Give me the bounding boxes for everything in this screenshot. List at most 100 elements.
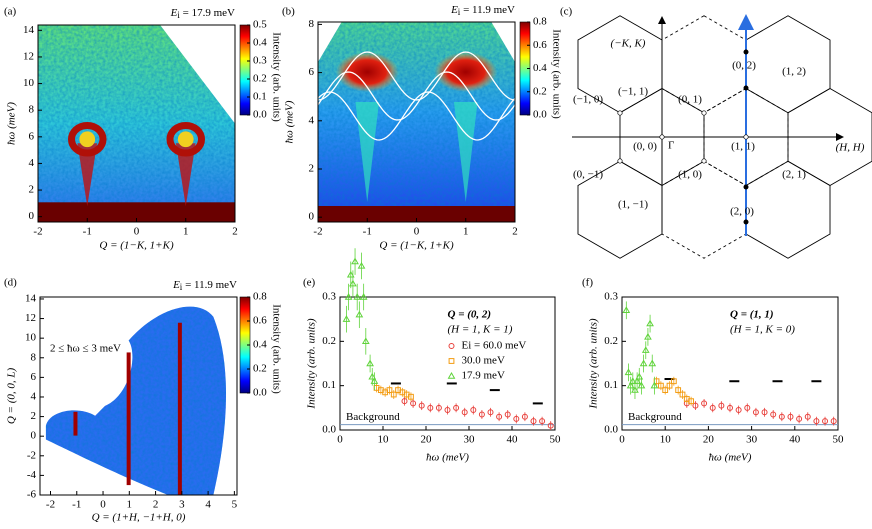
x-tick-label: -2: [313, 226, 322, 238]
lattice-point: [701, 158, 707, 164]
intensity-feature: [73, 411, 78, 436]
data-point: [796, 415, 803, 422]
x-tick-label: 20: [421, 434, 433, 446]
point-label: (1, 2): [782, 66, 806, 78]
x-axis-label: Q = (1−K, 1+K): [379, 240, 454, 252]
x-tick-label: 2: [153, 499, 159, 511]
data-point: [359, 292, 368, 300]
x-tick-label: 10: [660, 434, 672, 446]
colorbar-tick-label: 0.3: [253, 55, 267, 67]
symbol: E: [450, 4, 458, 16]
x-tick-label: 0: [414, 226, 420, 238]
x-tick-label: 30: [464, 434, 476, 446]
data-point: [401, 398, 408, 405]
data-point: [453, 404, 460, 411]
data-point: [787, 413, 794, 420]
y-tick-label: 12: [23, 50, 34, 62]
data-point: [666, 382, 673, 389]
y-tick-label: 4: [309, 114, 315, 126]
intensity-feature: [175, 143, 196, 207]
data-point: [496, 413, 503, 420]
point-label: (0, 2): [732, 60, 756, 72]
y-tick-label: -4: [27, 469, 37, 481]
data-point: [410, 400, 417, 407]
y-tick-label: 8: [31, 351, 37, 363]
origin-label: Γ: [668, 140, 674, 152]
y-tick-label: 0.2: [322, 335, 336, 347]
subscript: i: [458, 7, 461, 17]
y-axis-label: Intensity (arb. units): [306, 318, 318, 409]
axis-label: (H, H): [836, 142, 865, 154]
heatmap: [38, 25, 235, 222]
y-tick-label: 0: [29, 210, 35, 222]
intensity-feature: [77, 143, 98, 207]
data-point: [346, 270, 355, 278]
colorbar-tick-label: 0.0: [533, 109, 547, 121]
point-label: (2, 0): [730, 206, 754, 218]
data-point: [390, 391, 397, 398]
colorbar-label: Intensity (arb. units): [550, 29, 562, 119]
intensity-region: [318, 22, 515, 222]
panel-label: (c): [560, 6, 573, 18]
x-axis-label: ħω (meV): [709, 452, 752, 464]
data-point: [744, 404, 751, 411]
colorbar-label: Intensity (arb. units): [270, 32, 282, 122]
colorbar-tick-label: 0.2: [253, 363, 267, 375]
point-label: (1, 0): [678, 169, 702, 181]
lattice-point: [617, 158, 623, 164]
data-point: [448, 343, 455, 349]
y-tick-label: 8: [29, 104, 35, 116]
symbol: E: [170, 7, 178, 19]
data-point: [633, 377, 641, 384]
y-axis-label: ħω (meV): [284, 100, 296, 143]
panel-label: (f): [582, 277, 593, 289]
plot-frame: [621, 296, 839, 431]
energy-annotation: Ei = 17.9 meV: [170, 7, 235, 21]
colorbar-tick-label: 0.4: [533, 62, 547, 74]
y-axis-label: Q = (0, 0, L): [6, 368, 18, 425]
x-axis-label: ħω (meV): [426, 452, 469, 464]
value: = 17.9 meV: [180, 7, 235, 19]
data-point: [804, 413, 811, 420]
value: = 11.9 meV: [460, 4, 515, 16]
x-tick-label: -2: [46, 499, 55, 511]
data-point: [644, 332, 652, 340]
y-tick-label: 0.0: [322, 424, 336, 436]
plot-frame: [339, 296, 556, 431]
data-point: [650, 381, 659, 389]
data-point: [513, 415, 520, 422]
colorbar-tick-label: 0.1: [253, 91, 267, 103]
x-tick-label: 40: [789, 434, 801, 446]
data-point: [470, 407, 477, 414]
data-point: [752, 409, 759, 416]
point-label: (1, −1): [618, 199, 648, 211]
data-point: [679, 391, 686, 398]
x-tick-label: 2: [512, 226, 518, 238]
point-label: (2, 1): [782, 169, 806, 181]
dispersion-curve: [318, 51, 515, 101]
data-point: [448, 358, 455, 364]
legend-label: 30.0 meV: [462, 355, 505, 367]
data-point: [692, 402, 699, 409]
axis-label: (−K, K): [611, 38, 646, 50]
data-point: [830, 418, 837, 425]
data-point: [366, 359, 374, 367]
data-point: [547, 422, 554, 429]
colorbar-tick-label: 0.8: [253, 291, 267, 303]
y-tick-label: 6: [29, 130, 35, 142]
value: = 11.9 meV: [182, 279, 237, 291]
x-tick-label: 4: [205, 499, 211, 511]
x-tick-label: 5: [232, 499, 238, 511]
data-point: [626, 381, 635, 389]
data-point: [675, 387, 682, 394]
legend-label: Ei = 60.0 meV: [462, 340, 527, 352]
y-tick-label: 6: [31, 371, 37, 383]
colorbar-tick-label: 0.4: [253, 37, 267, 49]
y-tick-label: 0: [31, 430, 37, 442]
intensity-feature: [79, 131, 96, 148]
background-label: Background: [346, 411, 400, 423]
legend-title: Q = (1, 1): [730, 309, 774, 321]
data-point: [709, 404, 716, 411]
x-tick-label: 1: [127, 499, 133, 511]
kinematic-cutoff: [160, 25, 235, 124]
